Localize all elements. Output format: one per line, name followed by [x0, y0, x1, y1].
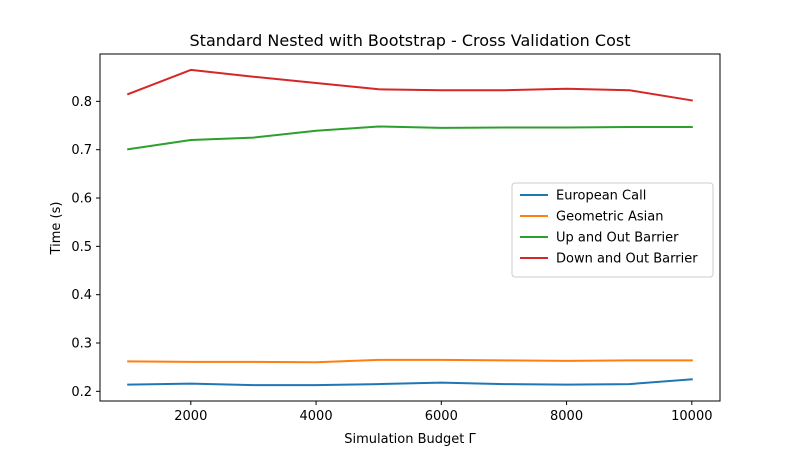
- x-tick-label: 2000: [174, 409, 207, 424]
- legend-box: [511, 182, 714, 278]
- y-tick-label: 0.6: [71, 192, 92, 207]
- legend-label: European Call: [556, 189, 646, 204]
- chart-title: Standard Nested with Bootstrap - Cross V…: [190, 31, 631, 50]
- x-tick-label: 6000: [425, 409, 458, 424]
- x-axis-label: Simulation Budget Γ: [344, 432, 476, 447]
- y-tick-label: 0.7: [71, 143, 92, 158]
- y-tick-label: 0.3: [71, 337, 92, 352]
- x-tick-label: 4000: [300, 409, 333, 424]
- plot-frame: [99, 53, 721, 402]
- series-line-2: [127, 125, 693, 151]
- series-line-3: [126, 68, 693, 102]
- legend-label: Geometric Asian: [556, 210, 664, 225]
- y-axis-ticks: 0.2 0.3 0.4 0.5 0.6 0.7 0.8: [71, 95, 100, 400]
- y-tick-label: 0.4: [71, 288, 92, 303]
- legend: European Call Geometric Asian Up and Out B…: [511, 182, 714, 278]
- x-axis-ticks: 2000 4000 6000 8000 10000: [174, 401, 712, 424]
- y-tick-label: 0.5: [71, 240, 92, 255]
- legend-label: Up and Out Barrier: [556, 231, 679, 246]
- y-axis-label: Time (s): [49, 202, 64, 256]
- plot-area: [126, 68, 693, 387]
- x-tick-label: 8000: [550, 409, 583, 424]
- legend-label: Down and Out Barrier: [556, 252, 698, 267]
- y-tick-label: 0.2: [71, 385, 92, 400]
- x-tick-label: 10000: [671, 409, 712, 424]
- y-tick-label: 0.8: [71, 95, 92, 110]
- series-line-1: [127, 358, 693, 364]
- series-line-0: [127, 378, 693, 387]
